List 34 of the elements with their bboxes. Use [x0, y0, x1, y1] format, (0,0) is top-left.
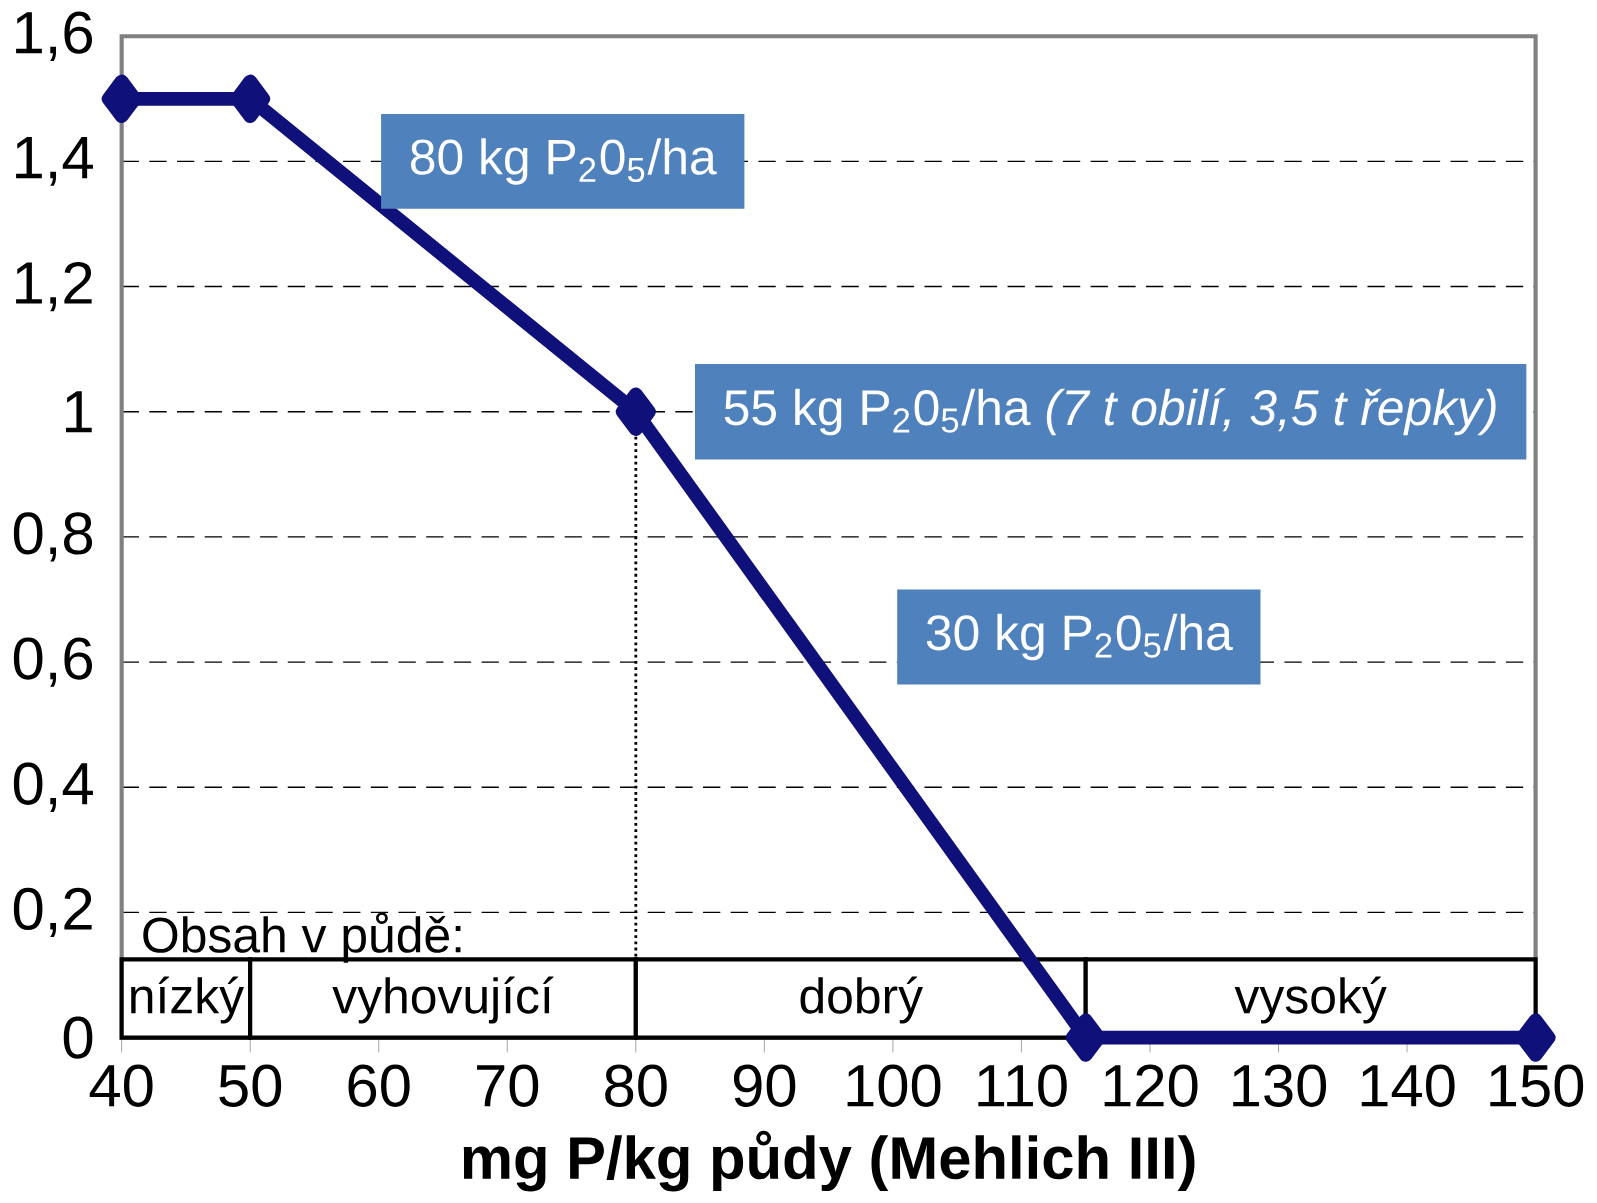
y-tick-label: 0,2 — [13, 887, 92, 938]
x-tick-label: 150 — [1490, 1064, 1584, 1107]
point — [230, 74, 271, 124]
annotation: 80 kg P$_{2}$0$_{5}$/ha — [410, 138, 717, 185]
y-tick-label: 1,4 — [16, 137, 93, 186]
x-tick-label: 120 — [1104, 1064, 1198, 1107]
y-tick-label: 0,8 — [13, 512, 93, 562]
point — [615, 387, 656, 436]
y-tick-label: 0,4 — [13, 762, 93, 812]
x-tick-label: 100 — [847, 1064, 941, 1107]
x-tick-label: 140 — [1361, 1064, 1455, 1107]
point — [1065, 1013, 1106, 1062]
point — [101, 74, 142, 124]
band-label: dobrý — [800, 976, 923, 1024]
band-label: vyhovující — [332, 976, 554, 1024]
y-tick-label: 1,6 — [16, 11, 93, 61]
y-tick-label: 0,6 — [13, 637, 93, 687]
x-tick-label: 40 — [89, 1064, 153, 1107]
band-label: nízký — [131, 976, 244, 1024]
x-tick-label: 70 — [477, 1064, 539, 1107]
x-tick-label: 130 — [1233, 1064, 1327, 1107]
x-tick-label: 60 — [348, 1064, 410, 1107]
band-label: vysoký — [1234, 976, 1387, 1024]
annotation: 55 kg P$_{2}$0$_{5}$/ha (7 t obilí, 3,5 t řepky) — [724, 388, 1496, 436]
y-tick-label: 1,2 — [16, 261, 92, 312]
y-tick-label: 1 — [65, 391, 92, 433]
x-tick-label: 110 — [978, 1064, 1067, 1107]
x-tick-label: 80 — [605, 1064, 667, 1107]
annotation: 30 kg P$_{2}$0$_{5}$/ha — [926, 613, 1233, 661]
annotation: Obsah v půdě: — [143, 912, 461, 963]
x-tick-label: 50 — [219, 1064, 282, 1107]
x-axis-title: mg P/kg půdy (Mehlich III) — [463, 1130, 1195, 1192]
y-tick-label: 0 — [63, 1016, 93, 1059]
x-tick-label: 90 — [733, 1064, 796, 1107]
